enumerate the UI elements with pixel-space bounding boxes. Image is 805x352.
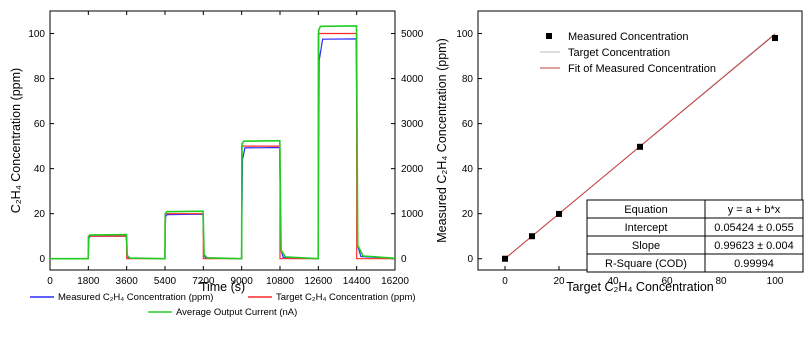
left-x-tick-label: 3600 (116, 276, 139, 287)
series-line-target (50, 32, 395, 260)
legend-entry: Average Output Current (nA) (176, 307, 297, 318)
fit-table-value: 0.05424 ± 0.055 (714, 222, 793, 234)
fit-table-label: Intercept (625, 222, 668, 234)
data-point (556, 210, 562, 217)
left-x-tick-label: 12600 (304, 276, 332, 287)
series-line-measured (50, 38, 396, 260)
legend-swatch-measured (546, 33, 552, 39)
left-plot-frame (49, 10, 396, 271)
left-y-tick-label: 60 (34, 119, 46, 130)
left-x-tick-label: 1800 (77, 276, 100, 287)
right-x-tick-label: 80 (715, 276, 727, 287)
right-y-tick-label: 3000 (401, 119, 424, 130)
left-x-tick-label: 16200 (381, 276, 409, 287)
left-y-axis-title: C₂H₄ Concentration (ppm) (9, 68, 23, 213)
left-x-tick-label: 10800 (266, 276, 294, 287)
fit-table-value: y = a + b*x (728, 204, 781, 216)
right-y-tick-label: 0 (401, 254, 407, 265)
left-y-tick-label: 20 (34, 209, 46, 220)
right-x-axis-title: Target C₂H₄ Concentration (566, 280, 714, 294)
legend-entry: Fit of Measured Concentration (568, 63, 716, 75)
fit-table-value: 0.99623 ± 0.004 (714, 240, 793, 252)
left-x-tick-label: 7200 (192, 276, 215, 287)
right-x-tick-label: 20 (553, 276, 565, 287)
left-x-tick-label: 0 (47, 276, 53, 287)
fit-table: Equation y = a + b*x Intercept 0.05424 ± 0.… (586, 199, 804, 273)
right-x-tick-label: 60 (661, 276, 673, 287)
right-y-axis-title: Measured C₂H₄ Concentration (ppm) (435, 38, 449, 242)
right-y-tick-label: 1000 (401, 209, 424, 220)
legend-entry: Measured Concentration (568, 31, 688, 43)
left-y-tick-label: 80 (34, 74, 46, 85)
fit-table-value: 0.99994 (734, 258, 774, 270)
left-y-tick-label: 100 (28, 29, 45, 40)
data-point (529, 233, 535, 240)
right-y-tick-label: 5000 (401, 29, 424, 40)
legend-entry: Target C₂H₄ Concentration (ppm) (276, 292, 416, 303)
left-y-tick-label: 40 (34, 164, 46, 175)
fit-table-label: Equation (624, 204, 667, 216)
fit-table-label: Slope (632, 240, 660, 252)
left-y-tick-label: 0 (39, 254, 45, 265)
right-y-tick-label: 20 (462, 209, 474, 220)
left-x-axis-title: Time (s) (200, 280, 245, 294)
data-point (637, 143, 643, 150)
left-x-tick-label: 14400 (343, 276, 371, 287)
right-y-tick-label: 2000 (401, 164, 424, 175)
right-x-tick-label: 0 (502, 276, 508, 287)
legend-entry: Target Concentration (568, 47, 670, 59)
right-y-tick-label: 60 (462, 119, 474, 130)
data-point (502, 255, 508, 262)
right-x-tick-label: 100 (767, 276, 784, 287)
series-line-average (50, 25, 396, 260)
left-x-tick-label: 5400 (154, 276, 177, 287)
right-y-tick-label: 100 (456, 29, 473, 40)
data-point (772, 35, 778, 42)
right-x-tick-label: 40 (607, 276, 619, 287)
right-y-tick-label: 80 (462, 74, 474, 85)
right-y-tick-label: 4000 (401, 74, 424, 85)
legend-entry: Measured C₂H₄ Concentration (ppm) (58, 292, 213, 303)
left-x-tick-label: 9000 (231, 276, 254, 287)
right-chart: 0 20 40 60 80 100 0 20 40 60 80 100 Target C₂H₄ Conc… (435, 10, 804, 294)
fit-table-label: R-Square (COD) (605, 258, 687, 270)
right-y-tick-label: 40 (462, 164, 474, 175)
right-y-tick-label: 0 (467, 254, 473, 265)
left-chart: 0 1800 3600 5400 7200 9000 10800 12600 14400 1620… (9, 10, 424, 318)
